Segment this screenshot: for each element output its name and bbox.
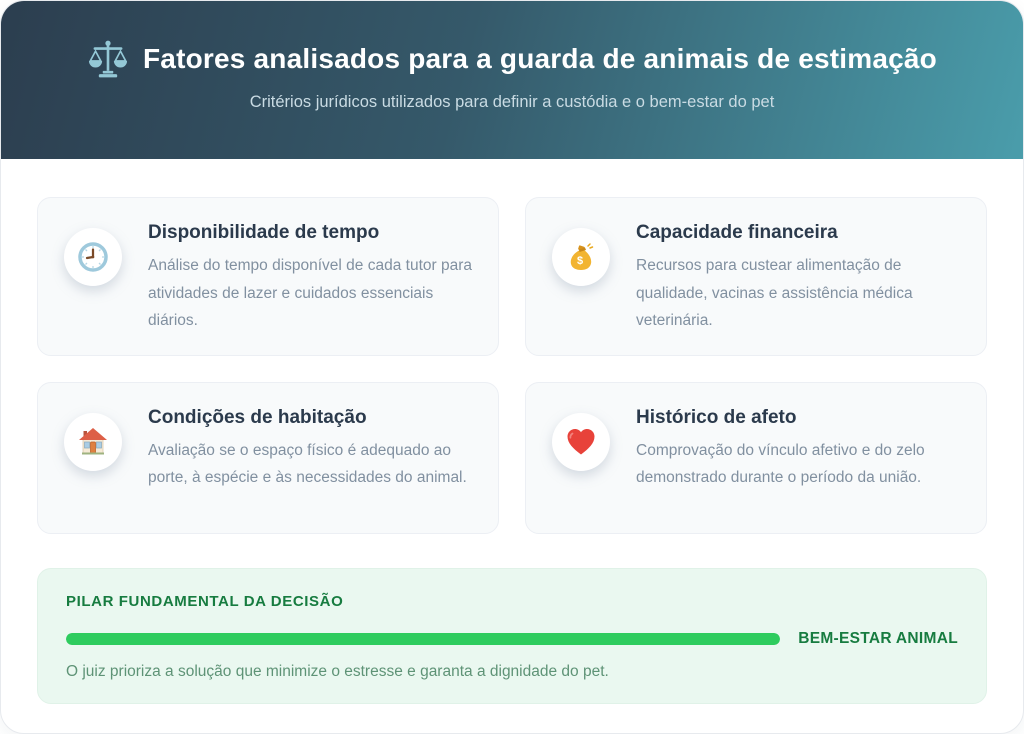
card-title: Capacidade financeira bbox=[636, 222, 838, 243]
card-disponibilidade-de-tempo: Disponibilidade de tempo Análise do temp… bbox=[37, 197, 499, 356]
card-title: Histórico de afeto bbox=[636, 406, 797, 428]
balance-scales-icon bbox=[88, 40, 128, 78]
wellbeing-progress-fill bbox=[66, 632, 781, 645]
wellbeing-progress-track bbox=[66, 632, 781, 645]
page-subtitle: Critérios jurídicos utilizados para defi… bbox=[249, 93, 775, 111]
main-content: Disponibilidade de tempo Análise do temp… bbox=[1, 159, 1023, 704]
icon-circle: $ bbox=[552, 228, 610, 286]
header-title-row: Fatores analisados para a guarda de anim… bbox=[87, 38, 937, 80]
svg-text:$: $ bbox=[577, 255, 583, 267]
decision-note: O juiz prioriza a solução que minimize o… bbox=[66, 662, 609, 680]
icon-circle bbox=[64, 412, 122, 471]
card-capacidade-financeira: $ Capacidade financeira Recursos para cu… bbox=[525, 197, 987, 356]
icon-circle bbox=[552, 412, 610, 471]
icon-circle bbox=[64, 228, 122, 286]
wellbeing-bar-row: BEM-ESTAR ANIMAL bbox=[66, 630, 958, 648]
money-bag-icon: $ bbox=[570, 243, 594, 270]
factor-cards-grid: Disponibilidade de tempo Análise do temp… bbox=[37, 197, 987, 534]
card-historico-de-afeto: Histórico de afeto Comprovação do víncul… bbox=[525, 381, 987, 534]
card-body: Condições de habitação Avaliação se o es… bbox=[148, 407, 472, 513]
card-description: Comprovação do vínculo afetivo e do zelo… bbox=[636, 441, 925, 487]
heart-icon bbox=[567, 428, 595, 455]
clock-icon bbox=[78, 242, 108, 272]
decision-heading: PILAR FUNDAMENTAL DA DECISÃO bbox=[66, 592, 344, 610]
card-description: Análise do tempo disponível de cada tuto… bbox=[148, 257, 472, 330]
header: Fatores analisados para a guarda de anim… bbox=[1, 1, 1023, 159]
card-description: Recursos para custear alimentação de qua… bbox=[636, 257, 913, 330]
card-body: Disponibilidade de tempo Análise do temp… bbox=[148, 222, 472, 335]
house-icon bbox=[79, 427, 107, 455]
card-body: Capacidade financeira Recursos para cust… bbox=[636, 222, 960, 335]
wellbeing-bar-label: BEM-ESTAR ANIMAL bbox=[798, 629, 958, 647]
card-title: Disponibilidade de tempo bbox=[148, 222, 380, 243]
card-title: Condições de habitação bbox=[148, 406, 367, 428]
card-description: Avaliação se o espaço físico é adequado … bbox=[148, 441, 467, 487]
card-body: Histórico de afeto Comprovação do víncul… bbox=[636, 407, 960, 513]
decision-panel: PILAR FUNDAMENTAL DA DECISÃO BEM-ESTAR A… bbox=[37, 567, 987, 704]
card-condicoes-de-habitacao: Condições de habitação Avaliação se o es… bbox=[37, 381, 499, 534]
page-title: Fatores analisados para a guarda de anim… bbox=[143, 43, 937, 74]
